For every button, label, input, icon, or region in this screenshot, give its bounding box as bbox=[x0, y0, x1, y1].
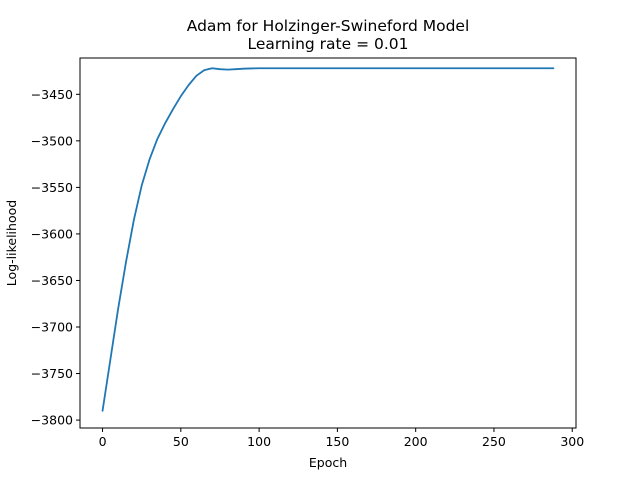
x-tick-label: 200 bbox=[404, 434, 428, 449]
plot-frame bbox=[79, 57, 577, 429]
y-tick-label: −3600 bbox=[31, 226, 73, 241]
x-tick-label: 250 bbox=[482, 434, 506, 449]
plot-area bbox=[101, 67, 555, 412]
x-tick-label: 150 bbox=[325, 434, 349, 449]
y-tick-label: −3800 bbox=[31, 413, 73, 428]
y-axis-label: Log-likelihood bbox=[4, 200, 19, 286]
y-tick-label: −3650 bbox=[31, 273, 73, 288]
y-tick-label: −3700 bbox=[31, 320, 73, 335]
y-tick-label: −3500 bbox=[31, 133, 73, 148]
chart-subtitle: Learning rate = 0.01 bbox=[247, 35, 408, 53]
x-tick-label: 50 bbox=[173, 434, 189, 449]
x-tick-label: 0 bbox=[99, 434, 107, 449]
x-axis-label: Epoch bbox=[309, 455, 347, 470]
y-tick-label: −3750 bbox=[31, 366, 73, 381]
y-axis-ticks: −3800 −3750 −3700 −3650 −3600 −3550 −3500 −3450 bbox=[31, 87, 80, 428]
x-tick-label: 300 bbox=[560, 434, 584, 449]
chart-title: Adam for Holzinger-Swineford Model bbox=[187, 17, 470, 35]
y-tick-label: −3550 bbox=[31, 180, 73, 195]
x-axis-ticks: 0 50 100 150 200 250 300 bbox=[99, 428, 584, 449]
x-tick-label: 100 bbox=[247, 434, 271, 449]
series-line bbox=[101, 67, 555, 412]
y-tick-label: −3450 bbox=[31, 87, 73, 102]
